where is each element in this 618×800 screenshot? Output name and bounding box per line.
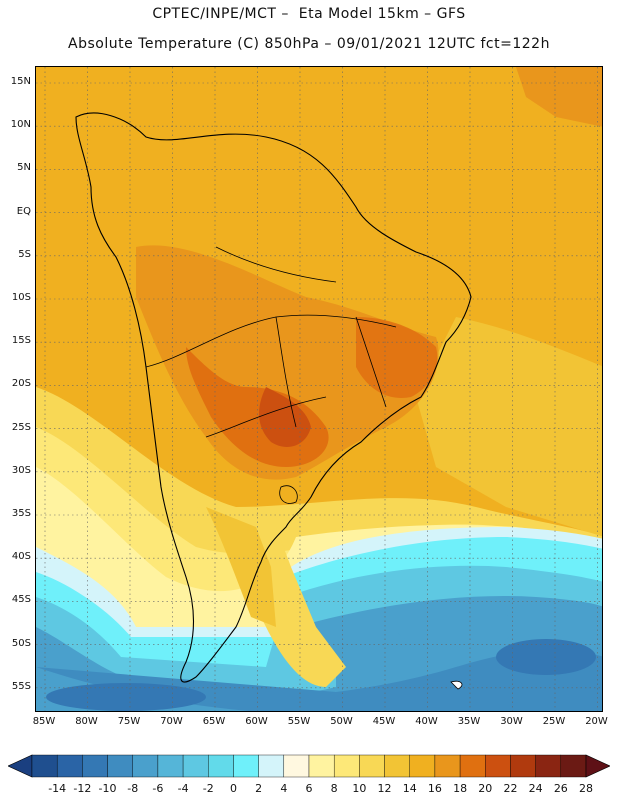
- legend-label: -10: [98, 782, 117, 795]
- continent-warm-interior: [136, 245, 439, 480]
- chart-title-line-1: CPTEC/INPE/MCT – Eta Model 15km – GFS: [152, 6, 466, 22]
- legend-label: -14: [48, 782, 67, 795]
- legend-label: 18: [453, 782, 468, 795]
- legend-swatch: [434, 754, 461, 778]
- lon-label-40w: 40W: [415, 716, 438, 727]
- legend-swatch: [409, 754, 436, 778]
- lon-label-65w: 65W: [202, 716, 226, 727]
- lat-label-10s: 10S: [11, 292, 31, 303]
- legend-swatch: [283, 754, 310, 778]
- lat-label-eq: EQ: [16, 205, 31, 217]
- patagonia-core: [206, 507, 276, 627]
- lat-label-15s: 15S: [11, 335, 31, 347]
- legend-swatch: [82, 754, 108, 778]
- legend-label: -12: [73, 782, 92, 795]
- legend-label: 26: [553, 782, 568, 795]
- lat-label-25s: 25S: [11, 421, 31, 433]
- lagoon-outline: [279, 485, 298, 504]
- legend-swatch: [510, 754, 536, 778]
- lat-label-35s: 35S: [11, 508, 31, 519]
- lon-label-85w: 85W: [32, 716, 56, 727]
- lon-label-70w: 70W: [160, 716, 183, 727]
- lat-label-10n: 10N: [10, 119, 31, 131]
- cold-patch-1: [396, 605, 516, 649]
- lon-label-30w: 30W: [500, 716, 523, 727]
- cold-patch-2: [496, 639, 596, 675]
- lat-label-45s: 45S: [11, 594, 31, 606]
- lon-label-75w: 75W: [117, 716, 141, 727]
- legend-swatch: [560, 754, 587, 778]
- cold-patch-3: [46, 683, 206, 711]
- legend-swatch: [359, 754, 385, 778]
- legend-swatch: [233, 754, 259, 778]
- legend-label: -8: [127, 782, 139, 795]
- falklands-outline: [450, 680, 463, 690]
- lat-label-40s: 40S: [11, 551, 31, 563]
- lat-label-30s: 30S: [11, 464, 31, 476]
- legend-swatch: [459, 754, 486, 778]
- legend-swatch: [107, 754, 133, 778]
- south-america-coastline: [75, 112, 472, 683]
- legend-label: 14: [402, 782, 417, 795]
- lat-label-20s: 20S: [11, 378, 31, 390]
- temperature-map: [35, 66, 603, 712]
- legend-label: 6: [305, 782, 313, 795]
- legend-swatch: [535, 754, 562, 778]
- atlantic-band: [416, 317, 602, 537]
- hot-core-chaco: [259, 387, 311, 447]
- legend-label: 10: [352, 782, 367, 795]
- legend-swatch: [132, 754, 159, 778]
- legend-label: 16: [427, 782, 442, 795]
- lat-label-55s: 55S: [11, 680, 31, 692]
- legend-swatch: [31, 754, 58, 778]
- lon-label-55w: 55W: [287, 716, 311, 727]
- legend-label: 12: [377, 782, 392, 795]
- chart-title-line-2: Absolute Temperature (C) 850hPa – 09/01/…: [68, 36, 550, 52]
- lon-label-45w: 45W: [372, 716, 396, 727]
- graticule-grid: [36, 67, 602, 711]
- legend-label: 2: [255, 782, 263, 795]
- legend-label: 20: [478, 782, 493, 795]
- lon-label-80w: 80W: [75, 716, 98, 727]
- legend-label: 8: [330, 782, 338, 795]
- lon-label-50w: 50W: [330, 716, 353, 727]
- lat-label-5s: 5S: [18, 248, 31, 260]
- legend-label: 0: [229, 782, 237, 795]
- legend-swatch: [182, 754, 209, 778]
- legend-swatch: [308, 754, 335, 778]
- legend-label: 22: [503, 782, 518, 795]
- legend-swatch: [208, 754, 234, 778]
- legend-swatch: [258, 754, 285, 778]
- legend-label: 28: [579, 782, 593, 795]
- legend-label: -6: [152, 782, 164, 795]
- legend-swatch: [56, 754, 83, 778]
- legend-arrow-left: [8, 754, 33, 778]
- lat-label-50s: 50S: [11, 637, 31, 649]
- lat-label-15n: 15N: [10, 76, 31, 87]
- legend-label: -4: [177, 782, 189, 795]
- legend-swatch: [384, 754, 410, 778]
- lon-label-25w: 25W: [542, 716, 566, 727]
- legend-label: -2: [202, 782, 214, 795]
- temperature-field: [36, 67, 602, 711]
- warm-patch-ne: [516, 67, 602, 127]
- lon-label-35w: 35W: [457, 716, 481, 727]
- legend-arrow-right: [585, 754, 610, 778]
- legend-label: 24: [528, 782, 543, 795]
- legend-swatch: [333, 754, 360, 778]
- lat-label-5n: 5N: [17, 162, 31, 174]
- legend-swatch: [485, 754, 511, 778]
- country-borders: [145, 246, 397, 438]
- color-legend-bar: [8, 754, 610, 778]
- legend-label: 4: [280, 782, 288, 795]
- lon-label-20w: 20W: [585, 716, 608, 727]
- legend-swatch: [157, 754, 184, 778]
- lon-label-60w: 60W: [245, 716, 268, 727]
